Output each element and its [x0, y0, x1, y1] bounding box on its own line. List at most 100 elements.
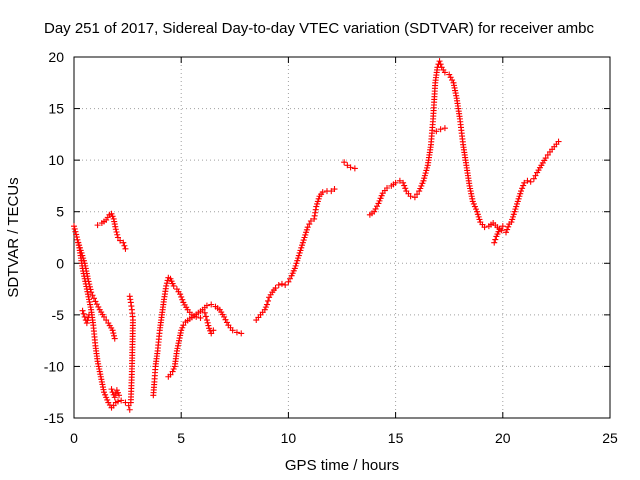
data-point: [76, 244, 83, 251]
data-point: [514, 198, 521, 205]
data-point: [86, 283, 93, 290]
x-tick-label: 0: [70, 430, 78, 446]
data-point: [300, 237, 307, 244]
data-point: [377, 195, 384, 202]
data-point: [79, 307, 86, 314]
data-point: [421, 172, 428, 179]
data-point: [319, 189, 326, 196]
series-arc-h: [165, 301, 245, 380]
data-point: [84, 317, 91, 324]
data-point: [481, 224, 488, 231]
data-point: [347, 164, 354, 171]
data-point: [282, 281, 289, 288]
data-point: [295, 255, 302, 262]
data-point: [294, 257, 301, 264]
data-point: [74, 236, 81, 243]
data-point: [476, 216, 483, 223]
data-point: [375, 200, 382, 207]
data-point: [75, 239, 82, 246]
data-point: [85, 278, 92, 285]
y-tick-label: 5: [56, 204, 64, 220]
series-arc-j: [253, 186, 338, 324]
data-point: [84, 275, 91, 282]
data-point: [418, 182, 425, 189]
data-point: [491, 239, 498, 246]
data-point: [416, 188, 423, 195]
data-point: [424, 164, 431, 171]
data-point: [518, 188, 525, 195]
data-point: [76, 242, 83, 249]
data-point: [71, 225, 78, 232]
data-point: [208, 301, 215, 308]
chart-title: Day 251 of 2017, Sidereal Day-to-day VTE…: [44, 20, 594, 37]
data-point: [127, 399, 134, 406]
x-tick-label: 20: [495, 430, 511, 446]
series-arc-f: [126, 293, 136, 406]
data-point: [555, 138, 562, 145]
data-point: [302, 231, 309, 238]
data-point: [314, 198, 321, 205]
data-point: [421, 175, 428, 182]
data-point: [114, 389, 121, 396]
series-arc-b: [75, 239, 118, 342]
data-point: [204, 319, 211, 326]
data-point: [86, 281, 93, 288]
y-tick-label: 0: [56, 255, 64, 271]
data-point: [295, 252, 302, 259]
data-point: [111, 332, 118, 339]
data-point: [203, 302, 210, 309]
data-point: [530, 175, 537, 182]
data-point: [299, 242, 306, 249]
data-point: [437, 61, 444, 68]
data-point: [113, 387, 120, 394]
data-point: [512, 206, 519, 213]
data-point: [400, 179, 407, 186]
data-point: [180, 322, 187, 329]
data-point: [91, 295, 98, 302]
axis-ticks: 0 5 10 15 20 25 -15 -10 -5 0 5 10 15 20: [44, 49, 618, 446]
series-arc-g: [150, 274, 204, 399]
data-point: [291, 265, 298, 272]
data-point: [94, 222, 101, 229]
data-point: [112, 226, 119, 233]
data-point: [120, 239, 127, 246]
data-point: [331, 186, 338, 193]
data-point: [293, 260, 300, 267]
data-point: [263, 301, 270, 308]
x-tick-label: 15: [388, 430, 404, 446]
data-point: [111, 394, 118, 401]
data-point: [496, 226, 503, 233]
data-point: [510, 211, 517, 218]
data-point: [88, 289, 95, 296]
series-arc-o: [508, 138, 562, 226]
data-point: [447, 74, 454, 81]
data-point: [262, 304, 269, 311]
data-point: [109, 389, 116, 396]
data-point: [374, 203, 381, 210]
data-point: [80, 255, 87, 262]
y-tick-label: 20: [48, 49, 64, 65]
data-point: [125, 402, 132, 409]
data-point: [178, 327, 185, 334]
data-point: [436, 58, 443, 65]
data-point: [101, 389, 108, 396]
data-point: [503, 229, 510, 236]
data-point: [116, 392, 123, 399]
y-tick-label: -5: [52, 307, 65, 323]
data-point: [95, 303, 102, 310]
data-point: [108, 210, 115, 217]
data-point: [505, 223, 512, 230]
data-point: [169, 368, 176, 375]
data-point: [101, 313, 108, 320]
data-point: [121, 242, 128, 249]
y-tick-label: 15: [48, 101, 64, 117]
series-arc-d: [108, 386, 123, 401]
data-point: [285, 278, 292, 285]
data-point: [78, 249, 85, 256]
data-point: [81, 313, 88, 320]
data-point: [407, 193, 414, 200]
data-point: [85, 314, 92, 321]
data-point: [89, 292, 96, 299]
data-point: [73, 231, 80, 238]
